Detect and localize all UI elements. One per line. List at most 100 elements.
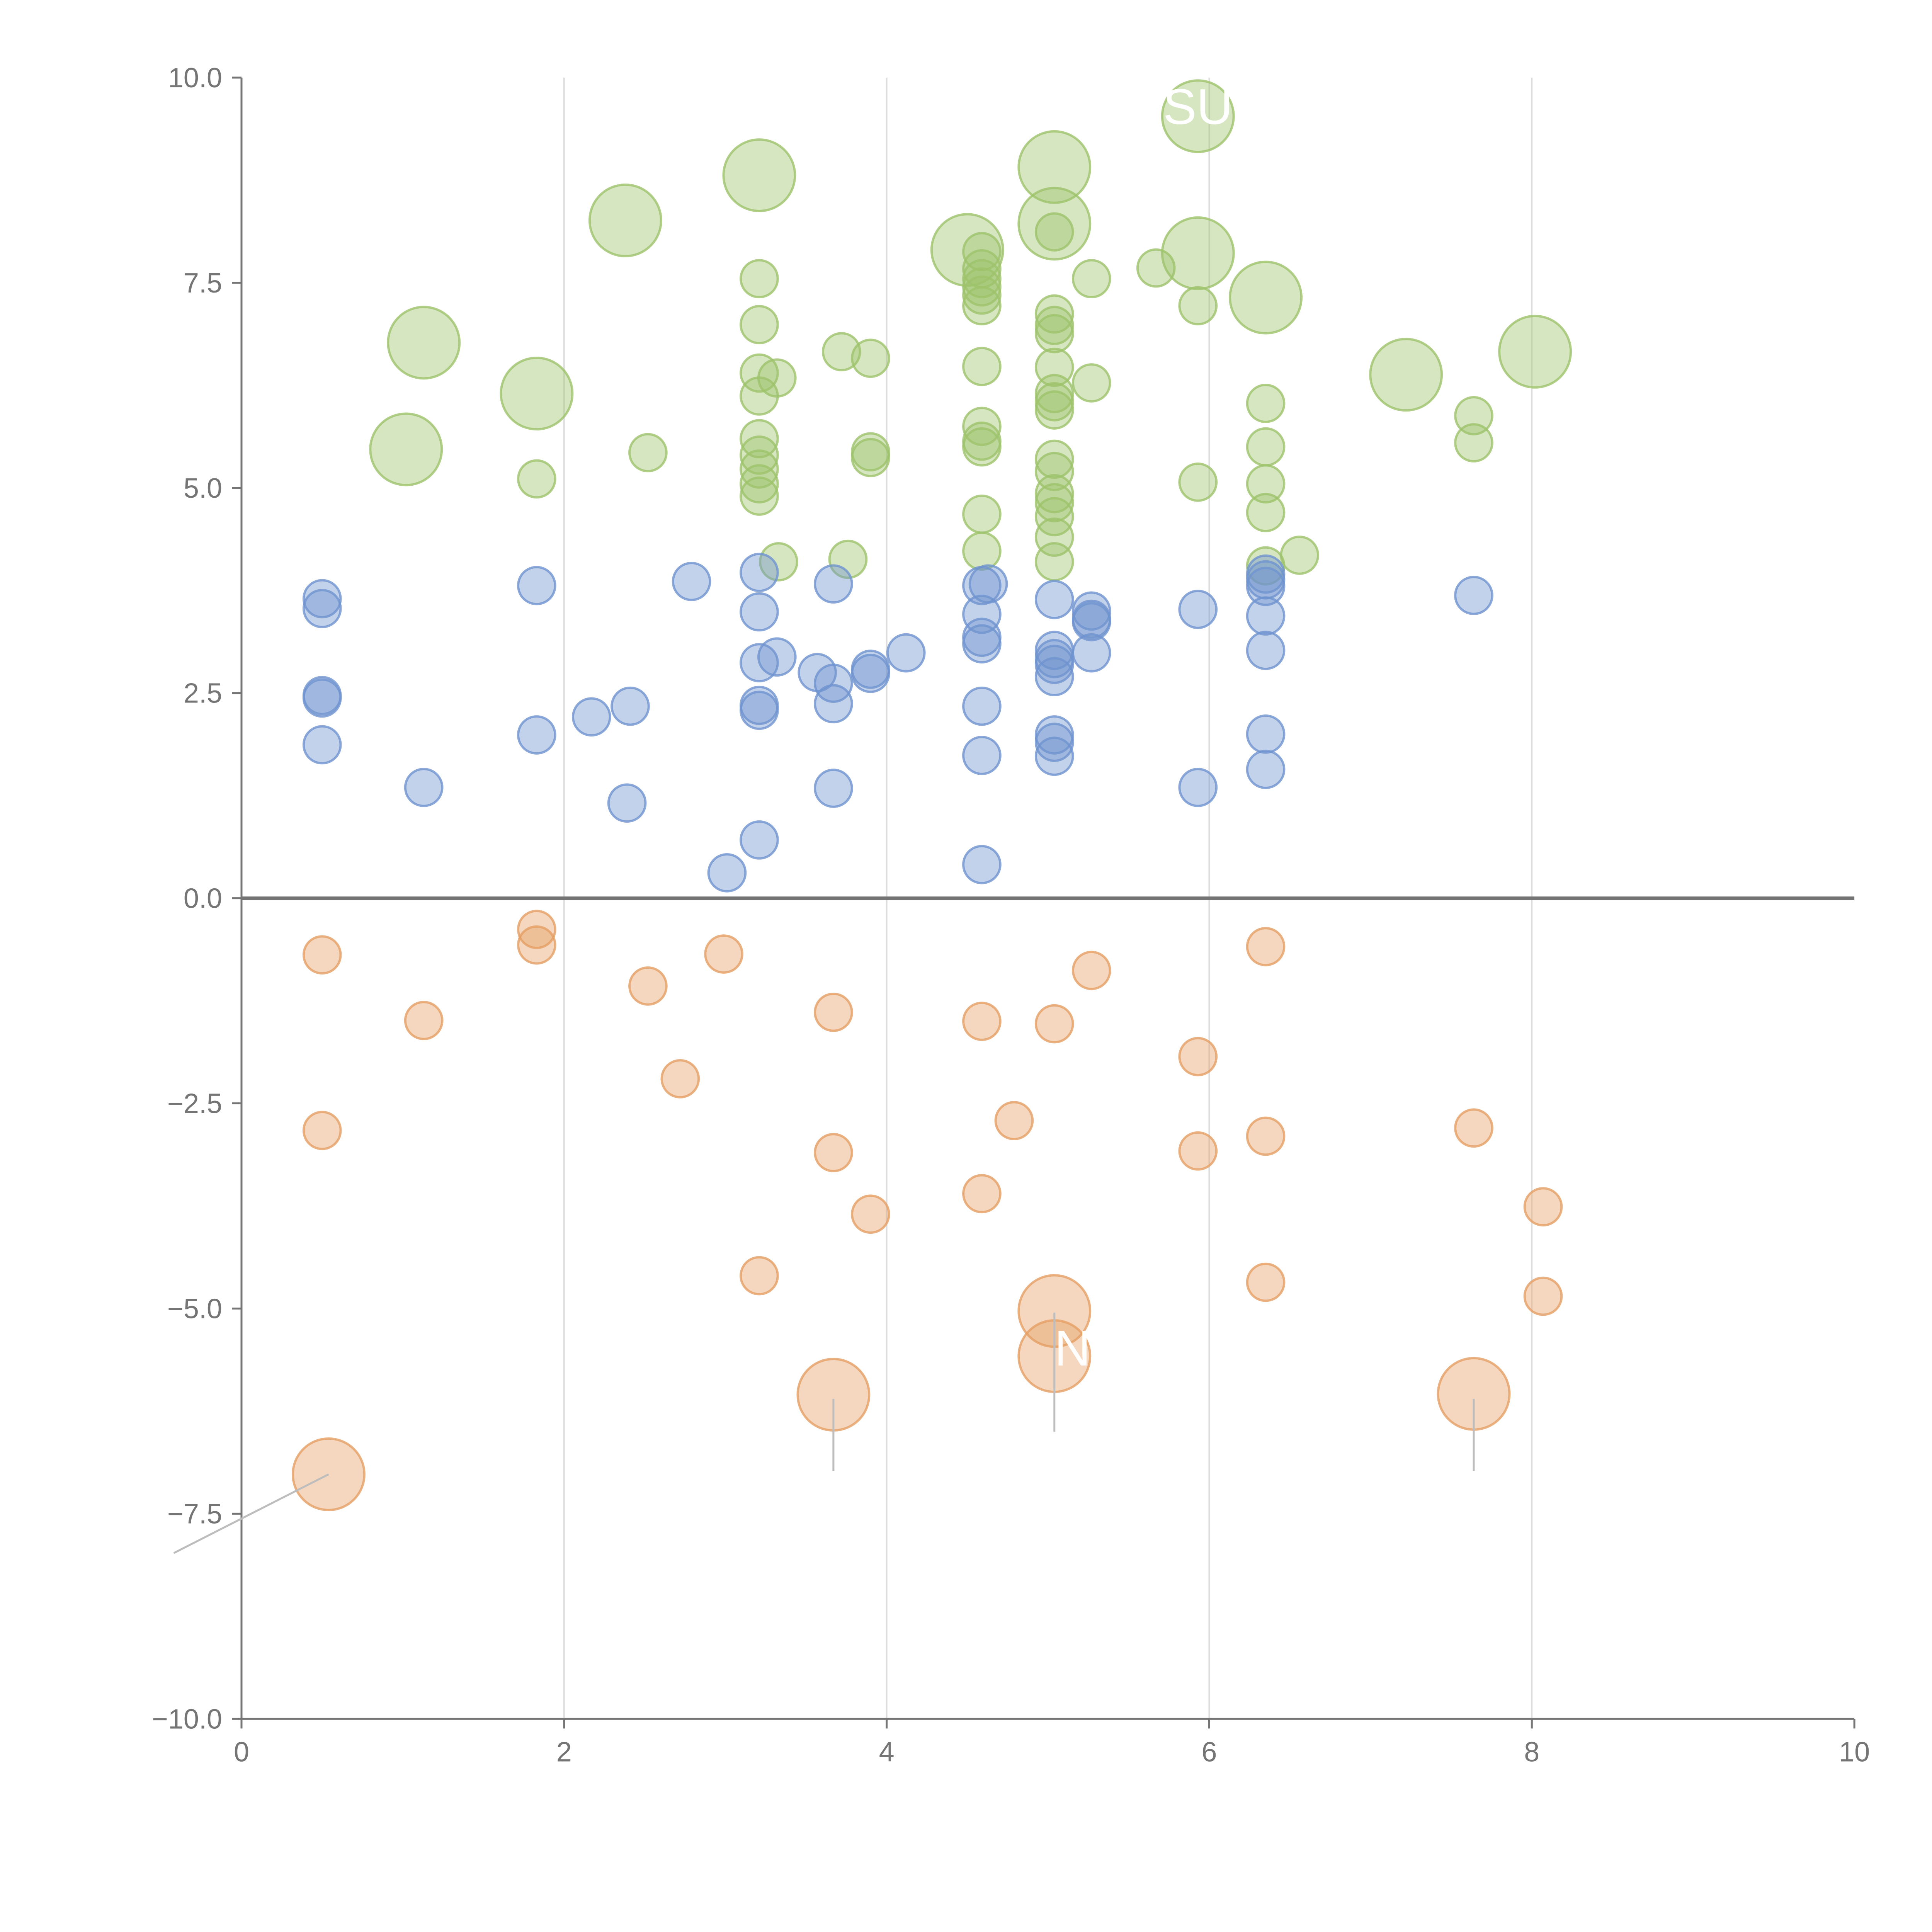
blue-bubble xyxy=(404,768,444,807)
green-bubble xyxy=(1034,212,1074,252)
orange-bubble xyxy=(302,935,342,975)
green-bubble xyxy=(1017,130,1092,204)
green-bubble xyxy=(821,332,861,372)
y-tick-label: −5.0 xyxy=(167,1293,222,1324)
orange-bubble xyxy=(851,1194,890,1234)
y-tick-label: 0.0 xyxy=(184,883,222,914)
x-tick-label: 2 xyxy=(556,1736,572,1767)
orange-bubble xyxy=(962,1174,1002,1213)
green-bubble xyxy=(387,306,461,380)
blue-bubble xyxy=(571,697,611,737)
blue-bubble xyxy=(1454,576,1493,615)
green-bubble xyxy=(1229,260,1303,335)
y-tick-label: −10.0 xyxy=(152,1704,222,1735)
blue-bubble xyxy=(1071,602,1111,641)
orange-bubble xyxy=(740,1256,779,1296)
green-bubble xyxy=(1161,79,1235,153)
orange-bubble xyxy=(1523,1276,1563,1316)
orange-bubble xyxy=(517,925,556,965)
green-bubble xyxy=(740,419,779,459)
leader-line xyxy=(173,1473,329,1554)
y-axis-ticks: 10.0 7.5 5.0 2.5 0.0 −2.5 −5.0 −7.5 −10.0 xyxy=(152,63,242,1735)
green-bubble xyxy=(851,438,890,478)
blue-bubble xyxy=(1034,645,1074,684)
x-tick-label: 6 xyxy=(1201,1736,1217,1767)
blue-bubble xyxy=(1246,596,1286,636)
green-bubble xyxy=(1161,216,1235,290)
blue-bubble xyxy=(814,564,853,604)
blue-bubble xyxy=(1246,566,1286,606)
orange-bubble xyxy=(660,1059,700,1099)
green-bubble xyxy=(740,305,779,344)
blue-bubble xyxy=(962,594,1002,634)
green-bubble xyxy=(722,138,796,213)
blue-bubble xyxy=(302,589,342,628)
green-bubble xyxy=(1034,390,1074,430)
blue-bubble xyxy=(1246,631,1286,670)
green-bubble xyxy=(1034,483,1074,522)
blue-bubble xyxy=(814,663,853,703)
green-bubble xyxy=(1034,439,1074,479)
orange-bubble xyxy=(994,1101,1034,1140)
blue-bubble xyxy=(962,736,1002,775)
green-bubble xyxy=(1034,452,1074,492)
blue-bubble xyxy=(814,684,853,724)
y-tick-label: 10.0 xyxy=(168,63,222,94)
y-tick-label: −2.5 xyxy=(167,1088,222,1119)
orange-bubble xyxy=(1246,1262,1286,1302)
y-tick-label: −7.5 xyxy=(167,1498,222,1529)
green-bubble xyxy=(962,494,1002,534)
orange-bubble xyxy=(962,1002,1002,1041)
green-bubble xyxy=(1280,536,1320,575)
green-bubble xyxy=(1034,374,1074,413)
green-bubble xyxy=(1136,248,1176,288)
green-bubble xyxy=(1454,396,1493,435)
x-axis-ticks: 0 2 4 6 8 10 xyxy=(234,1719,1870,1767)
blue-bubble xyxy=(814,769,853,808)
green-bubble xyxy=(740,464,779,503)
green-bubble xyxy=(828,539,868,579)
green-bubble xyxy=(740,449,779,489)
green-bubble xyxy=(1034,306,1074,345)
blue-bubble xyxy=(1178,768,1218,807)
blue-bubble xyxy=(740,553,779,592)
blue-bubble xyxy=(302,725,342,765)
blue-bubble xyxy=(968,564,1008,604)
green-bubble xyxy=(1071,363,1111,403)
blue-bubble xyxy=(1034,723,1074,762)
blue-bubble xyxy=(1034,736,1074,776)
orange-bubble xyxy=(628,966,668,1006)
orange-bubble xyxy=(404,1001,444,1040)
green-bubble xyxy=(962,275,1002,315)
green-bubble xyxy=(1246,427,1286,467)
blue-bubble xyxy=(757,637,797,677)
green-bubble xyxy=(1246,493,1286,532)
blue-bubble xyxy=(607,783,647,823)
green-bubble xyxy=(1246,464,1286,503)
orange-bubble xyxy=(1178,1131,1218,1171)
green-bubble xyxy=(588,183,662,257)
blue-bubble xyxy=(1071,591,1111,631)
green-bubble xyxy=(1034,474,1074,514)
blue-bubble xyxy=(1034,580,1074,619)
green-bubble xyxy=(740,476,779,516)
blue-bubble xyxy=(962,624,1002,664)
x-tick-label: 4 xyxy=(879,1736,895,1767)
blue-bubble xyxy=(517,715,556,755)
blue-bubble xyxy=(1034,657,1074,697)
blue-bubble xyxy=(740,690,779,730)
green-bubble xyxy=(1498,315,1572,389)
green-bubble xyxy=(740,435,779,475)
blue-bubble xyxy=(517,566,556,605)
data-points xyxy=(291,79,1572,1511)
green-bubble xyxy=(962,406,1002,446)
blue-bubble xyxy=(740,592,779,632)
green-bubble xyxy=(759,542,798,582)
green-bubble xyxy=(628,433,668,473)
green-bubble xyxy=(1034,294,1074,334)
annotations: SU N xyxy=(1054,78,1233,1376)
green-bubble xyxy=(1369,338,1443,412)
orange-bubble xyxy=(517,910,556,949)
blue-bubble xyxy=(1246,750,1286,789)
green-bubble xyxy=(1071,259,1111,299)
